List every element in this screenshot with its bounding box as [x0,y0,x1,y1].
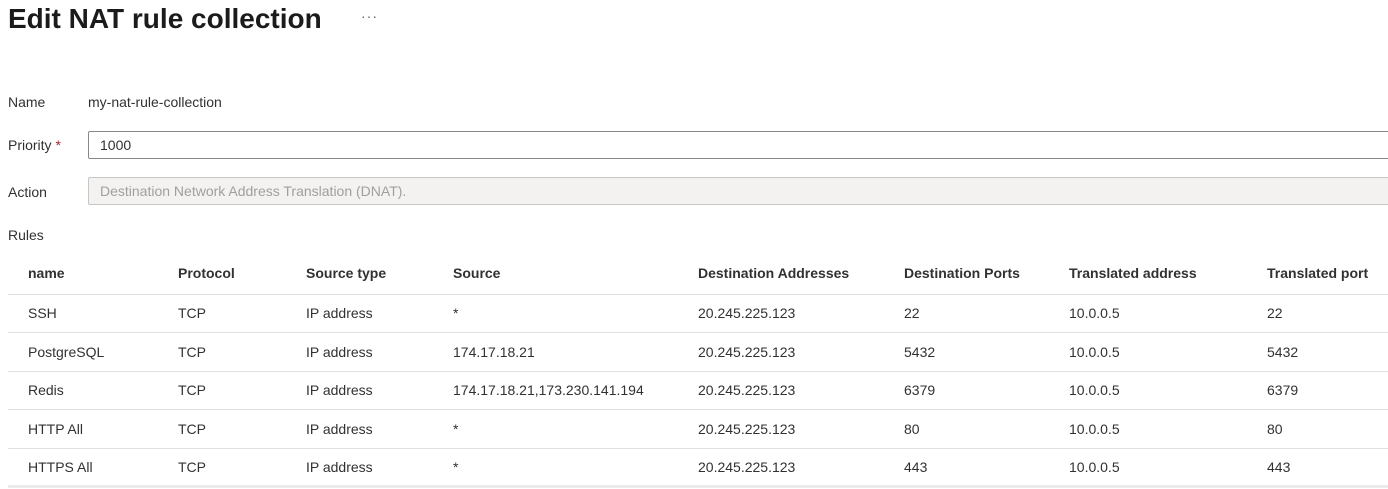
rules-label: Rules [8,227,44,243]
table-cell: 174.17.18.21,173.230.141.194 [433,371,678,410]
priority-label-text: Priority [8,137,52,153]
table-cell: TCP [158,371,286,410]
table-cell: 174.17.18.21 [433,332,678,372]
column-header[interactable]: Translated address [1049,253,1247,295]
table-cell: TCP [158,448,286,488]
table-cell: 10.0.0.5 [1049,294,1247,333]
table-cell: HTTPS All [8,448,158,488]
column-header[interactable]: Destination Addresses [678,253,884,295]
page-title: Edit NAT rule collection [8,3,322,34]
priority-input[interactable] [88,131,1388,159]
column-header[interactable]: Source type [286,253,433,295]
table-row[interactable]: SSH TCP IP address * 20.245.225.123 22 10.0.0.… [8,294,1388,333]
table-cell: IP address [286,332,433,372]
table-cell: SSH [8,294,158,333]
table-cell: 6379 [1247,371,1388,410]
table-cell: 5432 [1247,332,1388,372]
name-value: my-nat-rule-collection [88,94,222,110]
rules-table: name Protocol Source type Source Destination… [8,253,1388,488]
table-cell: TCP [158,332,286,372]
table-row[interactable]: HTTPS All TCP IP address * 20.245.225.123 443… [8,448,1388,488]
priority-label: Priority * [8,137,61,153]
table-cell: 10.0.0.5 [1049,332,1247,372]
action-input [88,177,1388,205]
table-cell: * [433,409,678,449]
table-cell: 443 [884,448,1049,488]
table-cell: 20.245.225.123 [678,371,884,410]
table-cell: 10.0.0.5 [1049,448,1247,488]
table-cell: 22 [1247,294,1388,333]
table-cell: 443 [1247,448,1388,488]
name-label: Name [8,94,46,110]
table-cell: IP address [286,409,433,449]
table-cell: 20.245.225.123 [678,409,884,449]
table-cell: 6379 [884,371,1049,410]
table-header-row: name Protocol Source type Source Destination… [8,253,1388,295]
required-mark: * [55,137,61,153]
table-cell: 5432 [884,332,1049,372]
more-options-button[interactable]: ··· [361,8,378,24]
action-label: Action [8,184,47,200]
table-row[interactable]: Redis TCP IP address 174.17.18.21,173.230.1… [8,371,1388,410]
table-cell: 10.0.0.5 [1049,409,1247,449]
table-cell: HTTP All [8,409,158,449]
column-header[interactable]: Source [433,253,678,295]
table-cell: TCP [158,409,286,449]
table-cell: Redis [8,371,158,410]
table-cell: 20.245.225.123 [678,294,884,333]
table-cell: IP address [286,294,433,333]
table-row[interactable]: HTTP All TCP IP address * 20.245.225.123 80 10… [8,409,1388,449]
column-header[interactable]: name [8,253,158,295]
table-cell: * [433,294,678,333]
table-cell: IP address [286,371,433,410]
table-cell: TCP [158,294,286,333]
table-cell: 10.0.0.5 [1049,371,1247,410]
table-row[interactable]: PostgreSQL TCP IP address 174.17.18.21 20.24… [8,332,1388,372]
column-header[interactable]: Translated port [1247,253,1388,295]
table-cell: 20.245.225.123 [678,448,884,488]
table-cell: IP address [286,448,433,488]
column-header[interactable]: Destination Ports [884,253,1049,295]
table-cell: 22 [884,294,1049,333]
table-cell: * [433,448,678,488]
table-cell: 20.245.225.123 [678,332,884,372]
table-cell: PostgreSQL [8,332,158,372]
column-header[interactable]: Protocol [158,253,286,295]
table-cell: 80 [884,409,1049,449]
table-cell: 80 [1247,409,1388,449]
